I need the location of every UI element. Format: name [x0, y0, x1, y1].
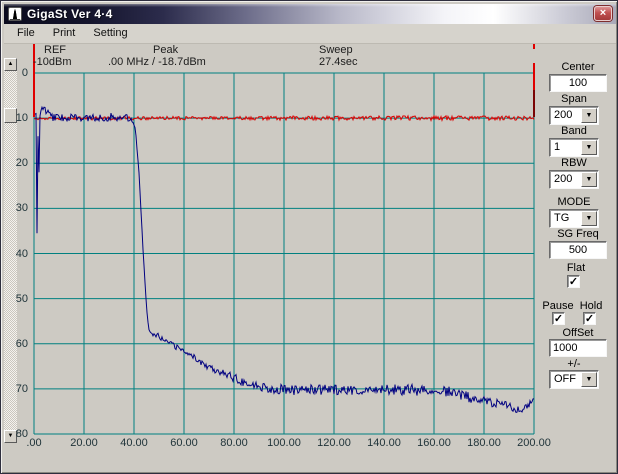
chevron-down-icon[interactable]: ▼ — [581, 140, 597, 155]
scroll-up-icon[interactable]: ▲ — [4, 58, 17, 71]
sg-freq-value: 500 — [568, 244, 588, 256]
x-tick-label: 140.00 — [367, 437, 401, 449]
flat-checkbox[interactable]: ✓ — [567, 275, 580, 288]
span-select[interactable]: 200 ▼ — [549, 106, 599, 125]
y-tick-label: 0 — [21, 67, 28, 79]
band-select[interactable]: 1 ▼ — [549, 138, 599, 157]
x-tick-label: 160.00 — [417, 437, 451, 449]
y-tick-label: 70 — [15, 382, 28, 395]
scroll-down-icon[interactable]: ▼ — [4, 430, 17, 443]
x-tick-label: .00 — [26, 437, 42, 449]
y-tick-label: 80 — [15, 428, 28, 440]
plus-minus-select[interactable]: OFF ▼ — [549, 370, 599, 389]
plus-minus-value: OFF — [554, 373, 576, 385]
center-input[interactable]: 100 — [549, 74, 607, 92]
offset-input[interactable]: 1000 — [549, 339, 607, 357]
y-tick-label: 40 — [15, 247, 28, 260]
y-tick-label: 30 — [15, 202, 28, 215]
plus-minus-label: +/- — [567, 358, 581, 370]
x-tick-label: 60.00 — [170, 437, 198, 449]
menu-file[interactable]: File — [17, 27, 35, 39]
x-tick-label: 120.00 — [317, 437, 351, 449]
offset-label: OffSet — [562, 327, 594, 339]
span-label: Span — [561, 93, 587, 105]
rbw-label: RBW — [561, 157, 587, 169]
flat-label: Flat — [566, 262, 586, 274]
titlebar-sheen — [4, 4, 616, 7]
peak-label: Peak — [153, 44, 179, 56]
y-tick-label: 20 — [15, 157, 28, 170]
signal-trace — [33, 105, 535, 413]
sg-freq-input[interactable]: 500 — [549, 241, 607, 259]
rbw-value: 200 — [554, 173, 573, 185]
peak-value: .00 MHz / -18.7dBm — [108, 56, 206, 68]
scrollbar-thumb[interactable] — [4, 108, 17, 123]
y-tick-label: 50 — [15, 292, 28, 305]
sweep-value: 27.4sec — [319, 56, 358, 68]
chevron-down-icon[interactable]: ▼ — [581, 108, 597, 123]
center-label: Center — [561, 61, 595, 73]
span-value: 200 — [554, 109, 573, 121]
ref-level-scrollbar[interactable]: ▲ ▼ — [4, 58, 17, 443]
hold-checkbox[interactable]: ✓ — [583, 312, 596, 325]
ref-label: REF — [44, 44, 66, 56]
hold-label: Hold — [579, 300, 603, 312]
center-value: 100 — [568, 77, 588, 89]
sg-freq-label: SG Freq — [557, 228, 599, 240]
offset-value: 1000 — [553, 342, 578, 354]
menu-setting[interactable]: Setting — [93, 27, 128, 39]
y-tick-label: 10 — [15, 112, 28, 125]
x-tick-label: 20.00 — [70, 437, 98, 449]
band-label: Band — [561, 125, 587, 137]
chevron-down-icon[interactable]: ▼ — [581, 211, 597, 226]
mode-label: MODE — [557, 196, 591, 208]
mode-value: TG — [554, 212, 570, 224]
chevron-down-icon[interactable]: ▼ — [581, 372, 597, 387]
window-title: GigaSt Ver 4·4 — [27, 7, 113, 21]
menu-print[interactable]: Print — [52, 27, 76, 39]
mode-select[interactable]: TG ▼ — [549, 209, 599, 228]
menu-bar: File Print Setting — [4, 24, 616, 44]
x-tick-label: 80.00 — [220, 437, 248, 449]
app-icon — [8, 7, 22, 21]
ref-value: -10dBm — [33, 56, 72, 68]
x-tick-label: 180.00 — [467, 437, 501, 449]
pause-label: Pause — [542, 300, 574, 312]
x-tick-label: 40.00 — [120, 437, 148, 449]
sweep-label: Sweep — [319, 44, 353, 56]
title-bar: GigaSt Ver 4·4 × — [4, 4, 616, 24]
x-tick-label: 100.00 — [267, 437, 301, 449]
y-tick-label: 60 — [15, 337, 28, 350]
close-button[interactable]: × — [594, 6, 612, 21]
x-tick-label: 200.00 — [517, 437, 551, 449]
band-value: 1 — [554, 141, 561, 153]
chevron-down-icon[interactable]: ▼ — [581, 172, 597, 187]
pause-checkbox[interactable]: ✓ — [552, 312, 565, 325]
rbw-select[interactable]: 200 ▼ — [549, 170, 599, 189]
